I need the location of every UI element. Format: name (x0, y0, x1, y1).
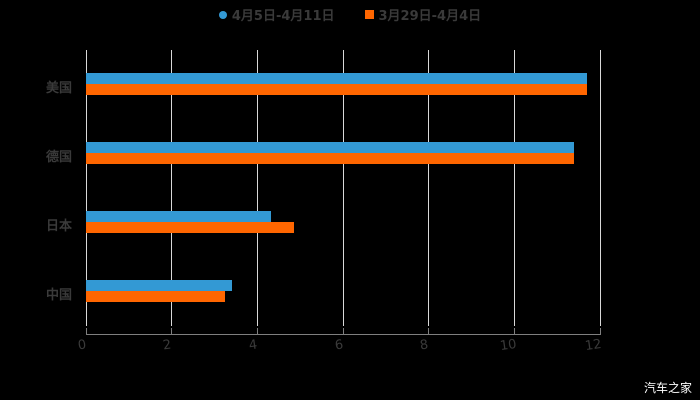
category-label-us: 美国 (46, 81, 73, 96)
tick-10 (514, 328, 515, 335)
tick-2 (171, 328, 172, 335)
legend-marker-blue-icon (218, 10, 227, 19)
category-label-jp: 日本 (46, 219, 73, 234)
chart-legend: 4月5日-4月11日 3月29日-4月4日 (0, 5, 700, 24)
tick-4 (257, 328, 258, 335)
tick-label-2: 2 (161, 337, 173, 354)
tick-label-4: 4 (247, 337, 259, 354)
tick-6 (343, 328, 344, 335)
bar-jp-series1[interactable] (86, 211, 271, 222)
bar-us-series2[interactable] (86, 84, 587, 95)
gridline-12 (600, 50, 601, 326)
tick-12 (600, 328, 601, 335)
tick-label-6: 6 (333, 337, 345, 354)
legend-marker-orange-icon (364, 10, 374, 19)
tick-label-12: 12 (584, 336, 603, 355)
gridline-6 (343, 50, 344, 326)
gridline-4 (257, 50, 258, 326)
gridline-8 (428, 50, 429, 326)
bar-us-series1[interactable] (86, 73, 587, 84)
gridline-0 (86, 50, 87, 326)
category-label-de: 德国 (46, 150, 73, 165)
watermark: 汽车之家 (643, 381, 692, 395)
tick-label-0: 0 (76, 337, 88, 354)
bar-jp-series2[interactable] (86, 222, 294, 233)
tick-label-8: 8 (418, 337, 430, 354)
tick-8 (428, 328, 429, 335)
tick-label-10: 10 (499, 336, 518, 355)
bar-cn-series1[interactable] (86, 280, 232, 291)
gridline-2 (171, 50, 172, 326)
legend-item-series2[interactable]: 3月29日-4月4日 (364, 5, 482, 24)
legend-item-series1[interactable]: 4月5日-4月11日 (218, 5, 335, 24)
bar-cn-series2[interactable] (86, 291, 225, 302)
legend-label-series2: 3月29日-4月4日 (378, 9, 482, 24)
legend-label-series1: 4月5日-4月11日 (231, 9, 335, 24)
gridline-10 (514, 50, 515, 326)
category-label-cn: 中国 (46, 288, 73, 303)
bar-de-series2[interactable] (86, 153, 574, 164)
tick-0 (86, 328, 87, 335)
bar-de-series1[interactable] (86, 142, 574, 153)
